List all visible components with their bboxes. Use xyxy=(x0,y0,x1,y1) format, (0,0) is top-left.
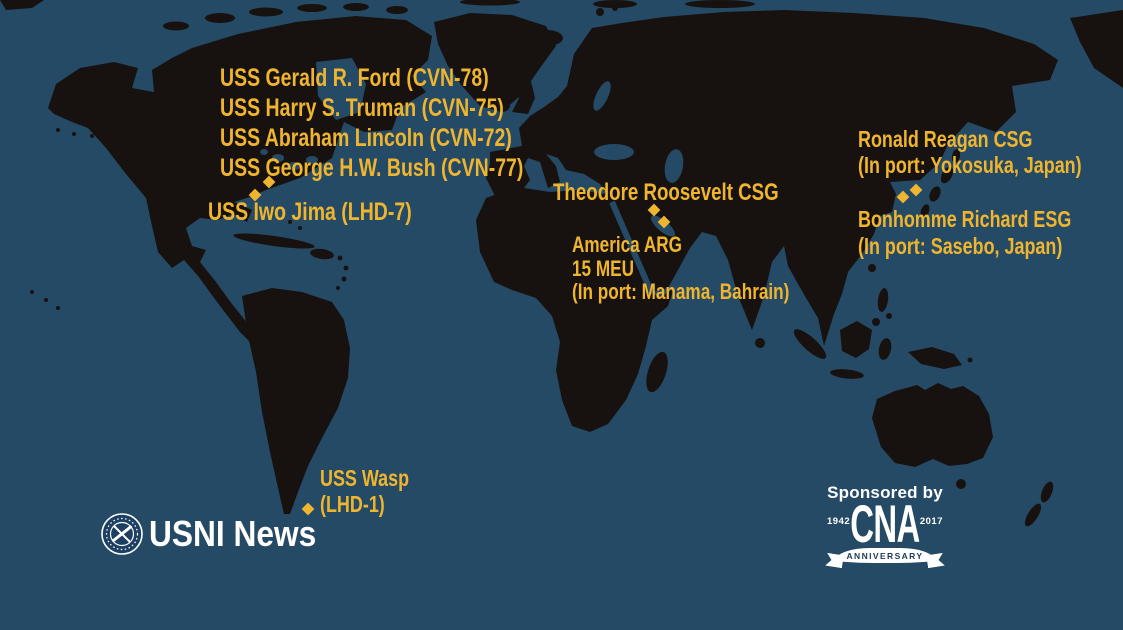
cna-wordmark: CNA xyxy=(850,495,920,554)
ship-label: USS George H.W. Bush (CVN-77) xyxy=(220,154,524,182)
cna-year-end: 2017 xyxy=(919,516,943,527)
ship-label: (LHD-1) xyxy=(320,490,385,517)
ship-label: USS Abraham Lincoln (CVN-72) xyxy=(220,124,512,152)
label-bonhomme-richard-esg: Bonhomme Richard ESG (In port: Sasebo, J… xyxy=(858,206,1071,260)
ship-label: USS Wasp xyxy=(320,465,410,491)
ship-label: (In port: Yokosuka, Japan) xyxy=(858,151,1082,178)
ship-label: America ARG xyxy=(572,232,682,257)
cna-year-start: 1942 xyxy=(827,516,851,527)
label-ronald-reagan-csg: Ronald Reagan CSG (In port: Yokosuka, Ja… xyxy=(858,126,1082,178)
anniversary-text: ANNIVERSARY xyxy=(836,548,934,563)
label-theodore-roosevelt-csg: Theodore Roosevelt CSG xyxy=(553,179,779,207)
sponsored-by-text: Sponsored by xyxy=(827,483,943,502)
anniversary-ribbon: ANNIVERSARY xyxy=(826,548,944,566)
cna-logo: 1942 CNA 2017 xyxy=(826,495,944,554)
ship-label: Bonhomme Richard ESG xyxy=(858,206,1072,232)
ship-label: (In port: Manama, Bahrain) xyxy=(572,279,790,304)
label-east-coast-carriers: USS Gerald R. Ford (CVN-78) USS Harry S.… xyxy=(220,63,523,183)
label-america-arg: America ARG 15 MEU (In port: Manama, Bah… xyxy=(572,233,789,304)
usni-seal-icon xyxy=(101,513,143,555)
ship-label: Theodore Roosevelt CSG xyxy=(553,179,779,206)
usni-news-wordmark: USNI News xyxy=(149,513,317,554)
usni-news-logo: USNI News xyxy=(101,513,339,555)
inland-seas xyxy=(260,58,684,296)
sponsor-block: Sponsored by 1942 CNA 2017 ANNIVERSARY xyxy=(826,483,944,566)
ship-label: USS Iwo Jima (LHD-7) xyxy=(208,198,412,226)
continents xyxy=(0,0,1123,527)
ship-label: USS Harry S. Truman (CVN-75) xyxy=(220,94,504,122)
ship-label: 15 MEU xyxy=(572,255,634,281)
ship-label: Ronald Reagan CSG xyxy=(858,126,1033,152)
label-uss-iwo-jima: USS Iwo Jima (LHD-7) xyxy=(208,197,412,227)
ship-label: USS Gerald R. Ford (CVN-78) xyxy=(220,64,489,92)
ship-label: (In port: Sasebo, Japan) xyxy=(858,233,1063,259)
label-uss-wasp: USS Wasp (LHD-1) xyxy=(320,465,410,517)
